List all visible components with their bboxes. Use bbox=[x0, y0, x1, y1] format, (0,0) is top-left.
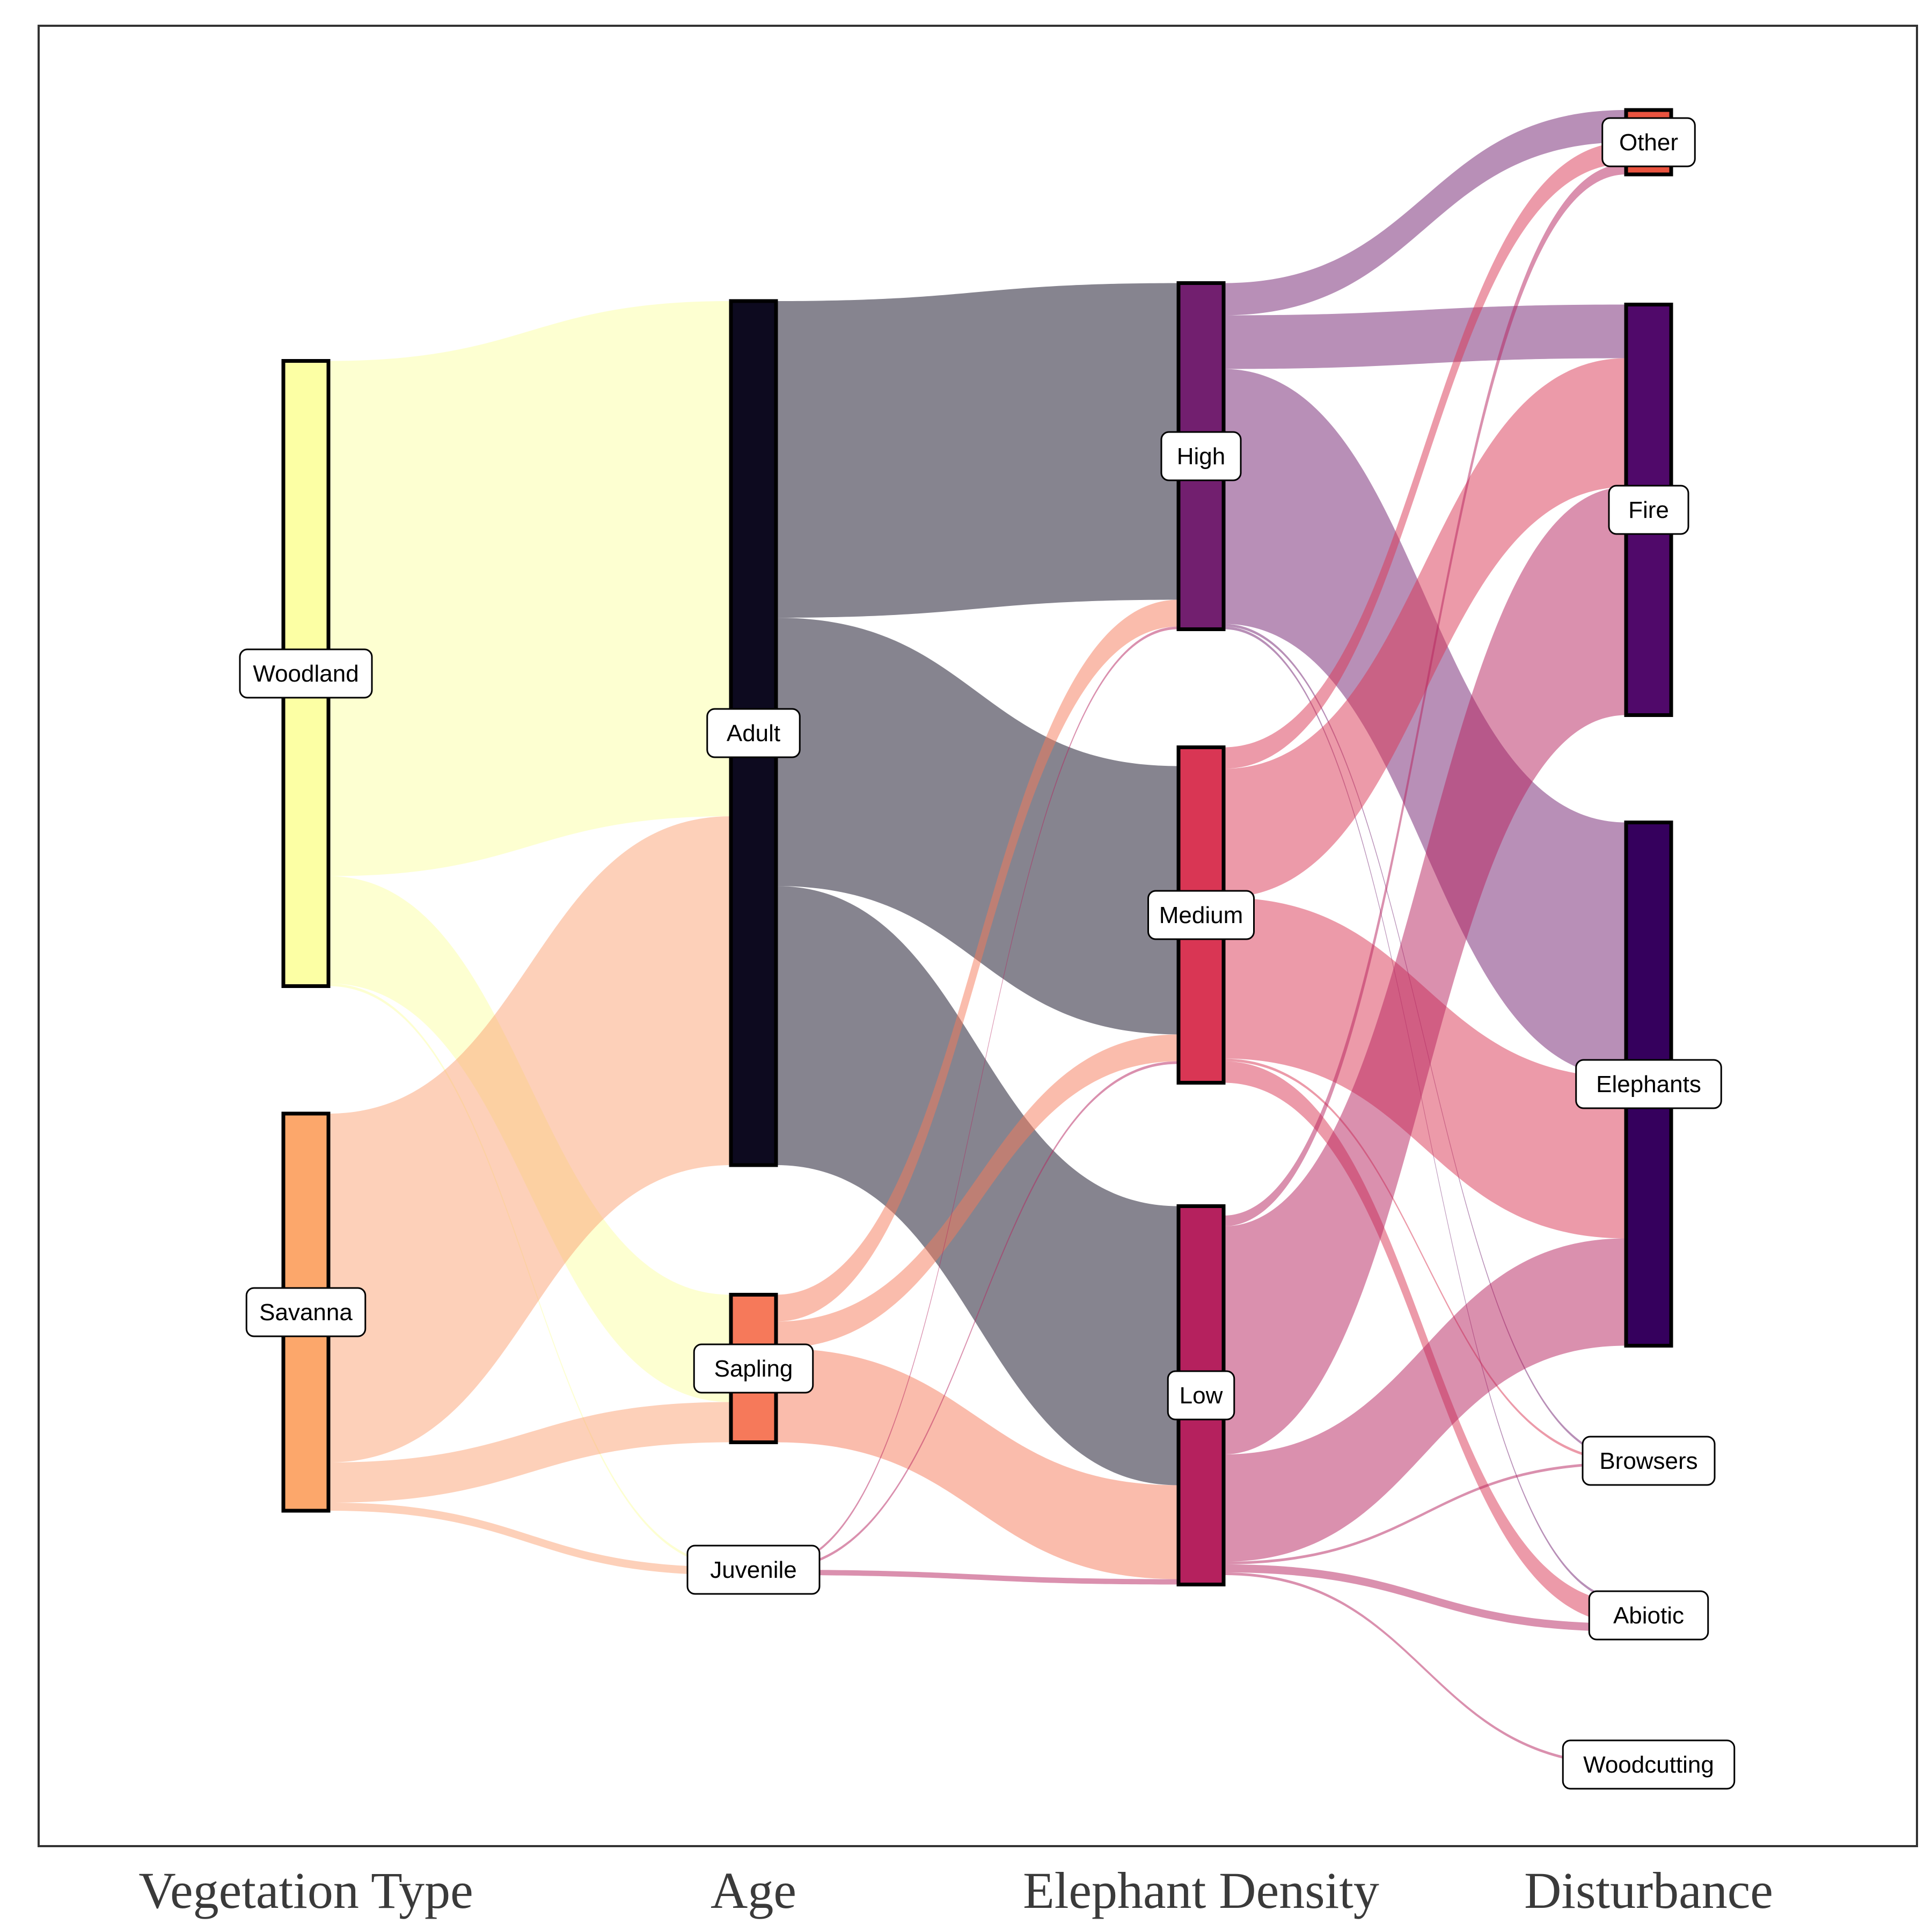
link-woodland-to-adult bbox=[328, 301, 731, 876]
node-label-sapling: Sapling bbox=[693, 1343, 814, 1394]
node-label-box-adult bbox=[706, 708, 801, 758]
node-label-text-high: High bbox=[1177, 443, 1226, 470]
node-label-juvenile: Juvenile bbox=[686, 1545, 821, 1595]
node-label-text-other: Other bbox=[1619, 129, 1678, 156]
link-high-to-elephants bbox=[1224, 369, 1626, 1078]
link-high-to-other bbox=[1224, 110, 1626, 316]
node-label-box-browsers bbox=[1582, 1436, 1716, 1486]
axis-label-vegetation-type: Vegetation Type bbox=[138, 1862, 473, 1919]
node-label-box-woodcutting bbox=[1562, 1739, 1736, 1790]
node-label-box-savanna bbox=[245, 1287, 367, 1337]
node-label-abiotic: Abiotic bbox=[1588, 1590, 1709, 1641]
link-low-to-woodcutting bbox=[1224, 1572, 1626, 1766]
node-label-text-low: Low bbox=[1180, 1382, 1223, 1409]
node-label-text-browsers: Browsers bbox=[1599, 1448, 1697, 1474]
node-label-medium: Medium bbox=[1147, 890, 1255, 940]
link-juvenile-to-medium bbox=[776, 1061, 1179, 1570]
node-label-box-woodland bbox=[239, 648, 373, 699]
link-sapling-to-medium bbox=[776, 1034, 1179, 1349]
node-label-box-other bbox=[1601, 117, 1696, 167]
node-label-woodcutting: Woodcutting bbox=[1562, 1739, 1736, 1790]
link-sapling-to-high bbox=[776, 599, 1179, 1322]
link-low-to-abiotic bbox=[1224, 1564, 1626, 1631]
link-medium-to-fire bbox=[1224, 358, 1626, 898]
node-label-high: High bbox=[1160, 431, 1242, 481]
node-label-browsers: Browsers bbox=[1582, 1436, 1716, 1486]
node-label-box-abiotic bbox=[1588, 1590, 1709, 1641]
node-label-text-abiotic: Abiotic bbox=[1613, 1602, 1684, 1629]
node-label-text-medium: Medium bbox=[1159, 902, 1243, 928]
link-adult-to-high bbox=[776, 283, 1179, 618]
link-sapling-to-low bbox=[776, 1348, 1179, 1579]
node-label-text-fire: Fire bbox=[1628, 497, 1669, 523]
link-juvenile-to-low bbox=[776, 1570, 1179, 1585]
node-label-box-medium bbox=[1147, 890, 1255, 940]
link-medium-to-abiotic bbox=[1224, 1061, 1626, 1623]
link-savanna-to-juvenile bbox=[328, 1503, 731, 1575]
node-label-savanna: Savanna bbox=[245, 1287, 367, 1337]
node-label-woodland: Woodland bbox=[239, 648, 373, 699]
node-label-text-woodcutting: Woodcutting bbox=[1583, 1752, 1714, 1778]
node-label-text-elephants: Elephants bbox=[1596, 1071, 1701, 1097]
links-layer bbox=[328, 110, 1626, 1766]
link-juvenile-to-high bbox=[776, 626, 1179, 1567]
node-label-text-woodland: Woodland bbox=[253, 661, 358, 687]
axis-label-age: Age bbox=[711, 1862, 796, 1919]
link-medium-to-browsers bbox=[1224, 1058, 1626, 1462]
node-label-text-adult: Adult bbox=[727, 720, 780, 747]
node-label-box-high bbox=[1160, 431, 1242, 481]
node-label-adult: Adult bbox=[706, 708, 801, 758]
node-label-box-low bbox=[1167, 1370, 1235, 1421]
node-label-text-juvenile: Juvenile bbox=[710, 1557, 796, 1583]
link-low-to-browsers bbox=[1224, 1462, 1626, 1564]
nodes-layer: Woodland Savanna Adult Sapling Juvenile High M… bbox=[239, 108, 1736, 1790]
node-label-fire: Fire bbox=[1608, 485, 1689, 535]
link-low-to-fire bbox=[1224, 487, 1626, 1454]
link-adult-to-medium bbox=[776, 618, 1179, 1035]
node-label-box-sapling bbox=[693, 1343, 814, 1394]
axis-label-disturbance: Disturbance bbox=[1524, 1862, 1773, 1919]
link-savanna-to-sapling bbox=[328, 1402, 731, 1503]
axis-label-elephant-density: Elephant Density bbox=[1023, 1862, 1379, 1919]
axis-labels: Vegetation Type Age Elephant Density Distur… bbox=[138, 1862, 1773, 1919]
link-medium-to-other bbox=[1224, 142, 1626, 769]
link-high-to-fire bbox=[1224, 304, 1626, 369]
node-label-other: Other bbox=[1601, 117, 1696, 167]
link-savanna-to-adult bbox=[328, 816, 731, 1462]
node-label-box-fire bbox=[1608, 485, 1689, 535]
node-label-low: Low bbox=[1167, 1370, 1235, 1421]
node-label-text-sapling: Sapling bbox=[714, 1356, 793, 1382]
node-label-box-juvenile bbox=[686, 1545, 821, 1595]
node-label-box-elephants bbox=[1575, 1059, 1722, 1109]
link-low-to-elephants bbox=[1224, 1238, 1626, 1562]
link-low-to-other bbox=[1224, 164, 1626, 1226]
node-label-elephants: Elephants bbox=[1575, 1059, 1722, 1109]
node-label-text-savanna: Savanna bbox=[259, 1299, 353, 1326]
